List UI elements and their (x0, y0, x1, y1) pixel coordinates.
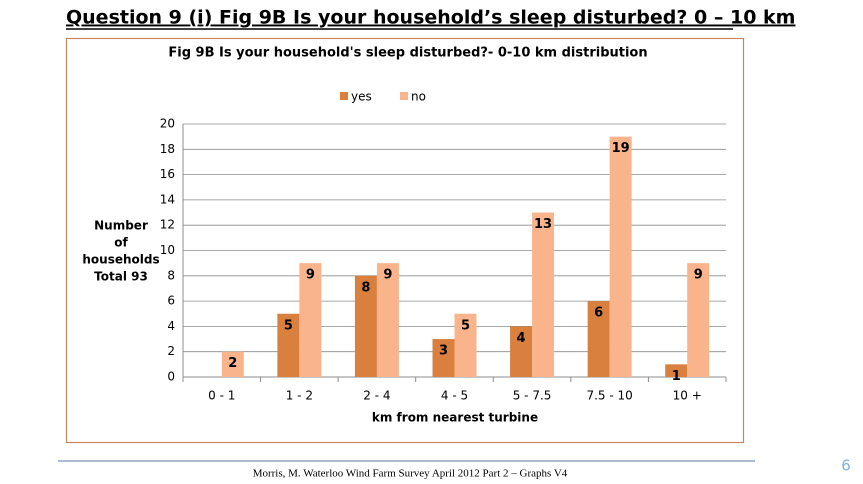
x-tick-label: 5 - 7.5 (513, 389, 552, 403)
y-tick-label: 18 (160, 142, 175, 156)
data-label: 9 (383, 268, 392, 283)
footer: Morris, M. Waterloo Wind Farm Survey Apr… (253, 468, 568, 480)
x-tick-label: 1 - 2 (286, 389, 313, 403)
y-tick-label: 8 (167, 268, 175, 282)
bar (609, 136, 632, 377)
bar (454, 313, 477, 377)
x-tick-label: 4 - 5 (441, 389, 468, 403)
y-tick-label: 20 (160, 117, 175, 131)
legend-swatch (340, 92, 348, 100)
data-label: 2 (228, 356, 237, 371)
y-tick-label: 12 (160, 218, 175, 232)
legend-swatch (400, 92, 408, 100)
y-axis-label: households (82, 253, 159, 267)
data-label: 5 (284, 318, 293, 333)
x-tick-label: 0 - 1 (208, 389, 235, 403)
bar (687, 263, 710, 377)
y-axis-label: Total 93 (94, 270, 148, 284)
y-axis-label: of (114, 236, 128, 250)
data-label: 13 (534, 217, 552, 232)
legend-label: no (411, 90, 426, 104)
y-tick-label: 14 (160, 192, 175, 206)
slide-title: Question 9 (i) Fig 9B Is your household’… (66, 7, 795, 29)
data-label: 19 (612, 141, 630, 156)
x-tick-label: 10 + (673, 389, 702, 403)
data-label: 8 (361, 280, 370, 295)
y-tick-label: 2 (167, 344, 175, 358)
y-tick-label: 16 (160, 167, 175, 181)
data-label: 4 (517, 331, 526, 346)
legend-label: yes (351, 90, 372, 104)
bar (354, 275, 377, 377)
y-tick-label: 6 (167, 294, 175, 308)
bar (532, 212, 555, 377)
y-axis-label: Number (94, 219, 148, 233)
data-label: 3 (439, 344, 448, 359)
data-label: 9 (306, 268, 315, 283)
y-tick-label: 4 (167, 319, 175, 333)
x-tick-label: 2 - 4 (363, 389, 390, 403)
bar (510, 326, 533, 377)
data-label: 6 (594, 306, 603, 321)
bar (432, 339, 455, 377)
bar (277, 313, 300, 377)
data-label: 5 (461, 318, 470, 333)
data-label: 9 (694, 268, 703, 283)
x-tick-label: 7.5 - 10 (586, 389, 632, 403)
data-label: 1 (672, 369, 681, 384)
y-tick-label: 10 (160, 243, 175, 257)
bar (299, 263, 322, 377)
page-number: 6 (841, 457, 851, 475)
bar (665, 364, 688, 377)
x-axis-label: km from nearest turbine (372, 411, 538, 425)
bar (376, 263, 399, 377)
bar (221, 351, 244, 377)
y-tick-label: 0 (167, 370, 175, 384)
chart-title: Fig 9B Is your household's sleep disturb… (168, 46, 647, 61)
bar (587, 301, 610, 377)
